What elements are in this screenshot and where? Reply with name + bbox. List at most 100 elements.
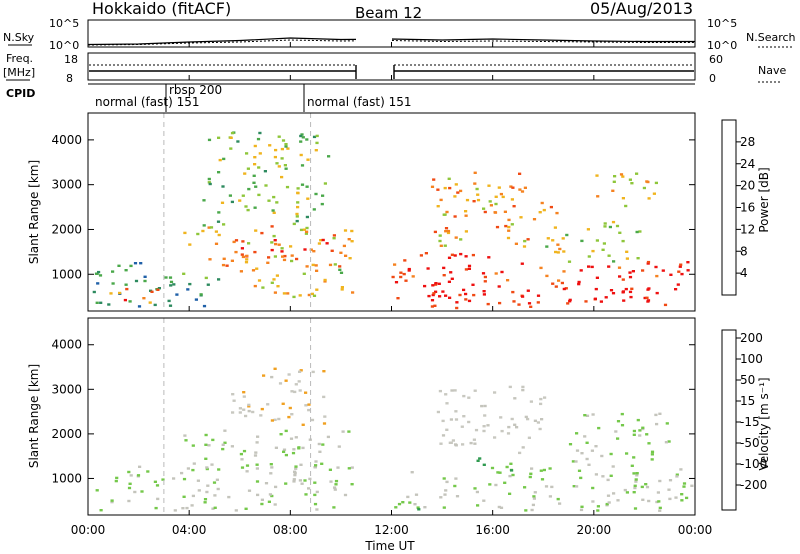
- velocity-cell-0: [255, 467, 259, 470]
- velocity-cell-3: [658, 506, 662, 510]
- power-cell-5: [221, 185, 225, 188]
- velocity-cell-3: [667, 488, 671, 491]
- noise-gap: [356, 21, 392, 46]
- power-cell-10: [520, 190, 525, 193]
- velocity-cell-2: [231, 393, 235, 396]
- velocity-cell-3: [680, 493, 684, 496]
- power-cell-9: [631, 270, 635, 273]
- power-cell-5: [238, 199, 242, 202]
- power-cell-12: [607, 254, 611, 257]
- velocity-cell-0: [264, 482, 269, 485]
- velocity-cell-1: [282, 448, 287, 451]
- power-cell-8: [584, 300, 588, 303]
- power-cell-10: [472, 200, 476, 203]
- power-cell-1: [142, 297, 146, 300]
- power-cell-3: [214, 242, 219, 245]
- velocity-data-layer: [95, 318, 694, 515]
- velocity-cell-6: [536, 421, 540, 424]
- power-cell-10: [446, 229, 451, 233]
- power-cell-5: [246, 167, 250, 170]
- power-cell-0: [92, 290, 96, 294]
- velocity-cell-1: [314, 464, 318, 467]
- power-cell-5: [267, 199, 271, 202]
- power-cell-2: [188, 282, 192, 286]
- power-cell-9: [680, 272, 684, 276]
- power-ytick-label-2: 3000: [51, 178, 82, 192]
- power-cell-3: [232, 240, 236, 244]
- nave-label: Nave: [758, 64, 786, 77]
- power-cell-5: [285, 185, 290, 189]
- velocity-cell-1: [279, 433, 283, 436]
- power-cell-11: [512, 205, 516, 208]
- power-cell-4: [280, 250, 284, 253]
- power-cell-5: [217, 211, 221, 214]
- velocity-cell-6: [521, 446, 525, 449]
- velocity-cell-3: [668, 479, 673, 482]
- velocity-cell-1: [341, 430, 345, 433]
- velocity-cell-7: [650, 453, 654, 456]
- power-cell-7: [402, 272, 406, 276]
- power-cell-12: [546, 237, 550, 240]
- velocity-cell-0: [197, 489, 201, 492]
- power-cell-12: [621, 239, 625, 243]
- power-cell-5: [314, 192, 318, 196]
- power-cell-2: [194, 298, 198, 301]
- power-cell-8: [604, 296, 608, 299]
- frequency-panel: Freq. [MHz] 18 8 60 0 Nave: [3, 52, 786, 85]
- velocity-cbar-tick-label-2: 50: [740, 373, 755, 387]
- velocity-cell-3: [544, 485, 549, 488]
- power-cell-6: [307, 293, 311, 297]
- x-tick-label-3: 12:00: [374, 523, 409, 537]
- power-cell-3: [221, 263, 226, 267]
- velocity-cell-7: [591, 413, 595, 416]
- power-cell-7: [399, 275, 403, 279]
- velocity-cell-3: [612, 492, 616, 495]
- velocity-cell-6: [473, 442, 477, 445]
- velocity-cell-0: [307, 487, 311, 490]
- power-cell-7: [450, 277, 454, 280]
- power-cell-5: [207, 177, 211, 181]
- power-cell-4: [321, 238, 325, 242]
- velocity-cell-1: [221, 447, 225, 451]
- power-cell-2: [199, 293, 203, 296]
- power-cell-8: [444, 294, 448, 297]
- power-cell-6: [323, 278, 327, 282]
- power-cell-0: [153, 303, 157, 307]
- power-cell-3: [270, 241, 274, 244]
- velocity-cell-1: [313, 466, 317, 469]
- velocity-ytick-label-1: 2000: [51, 427, 82, 441]
- power-cell-4: [274, 242, 278, 246]
- velocity-cbar-tick-label-5: -50: [740, 436, 760, 450]
- power-cell-1: [109, 292, 113, 295]
- velocity-cell-2: [322, 370, 326, 373]
- power-cell-5: [327, 155, 331, 158]
- power-cell-3: [311, 263, 315, 267]
- power-cell-5: [245, 152, 249, 155]
- power-cell-5: [252, 181, 256, 184]
- power-cell-4: [240, 253, 244, 256]
- velocity-cell-3: [488, 483, 492, 486]
- velocity-cell-3: [511, 473, 515, 477]
- velocity-cell-3: [445, 480, 449, 484]
- velocity-cell-6: [480, 404, 484, 408]
- velocity-cell-3: [633, 486, 637, 490]
- power-cell-10: [448, 186, 452, 190]
- power-cell-8: [621, 290, 625, 293]
- velocity-cell-6: [529, 400, 533, 403]
- velocity-cell-3: [476, 504, 480, 507]
- velocity-cell-2: [247, 409, 251, 413]
- power-cell-3: [338, 265, 342, 268]
- power-cell-7: [462, 288, 466, 292]
- power-cell-5: [284, 143, 288, 146]
- velocity-cell-3: [633, 484, 637, 487]
- power-cell-11: [542, 208, 546, 212]
- power-cell-5: [292, 222, 296, 226]
- power-cell-13: [621, 197, 625, 200]
- velocity-cbar-tick-label-1: 100: [740, 352, 763, 366]
- power-cell-9: [554, 285, 558, 288]
- velocity-cell-3: [645, 485, 650, 489]
- power-cell-9: [500, 270, 504, 274]
- velocity-cell-6: [539, 402, 543, 406]
- power-cell-5: [253, 206, 257, 209]
- velocity-panel: 1000 2000 3000 4000 Slant Range [km] 200 100…: [27, 317, 771, 516]
